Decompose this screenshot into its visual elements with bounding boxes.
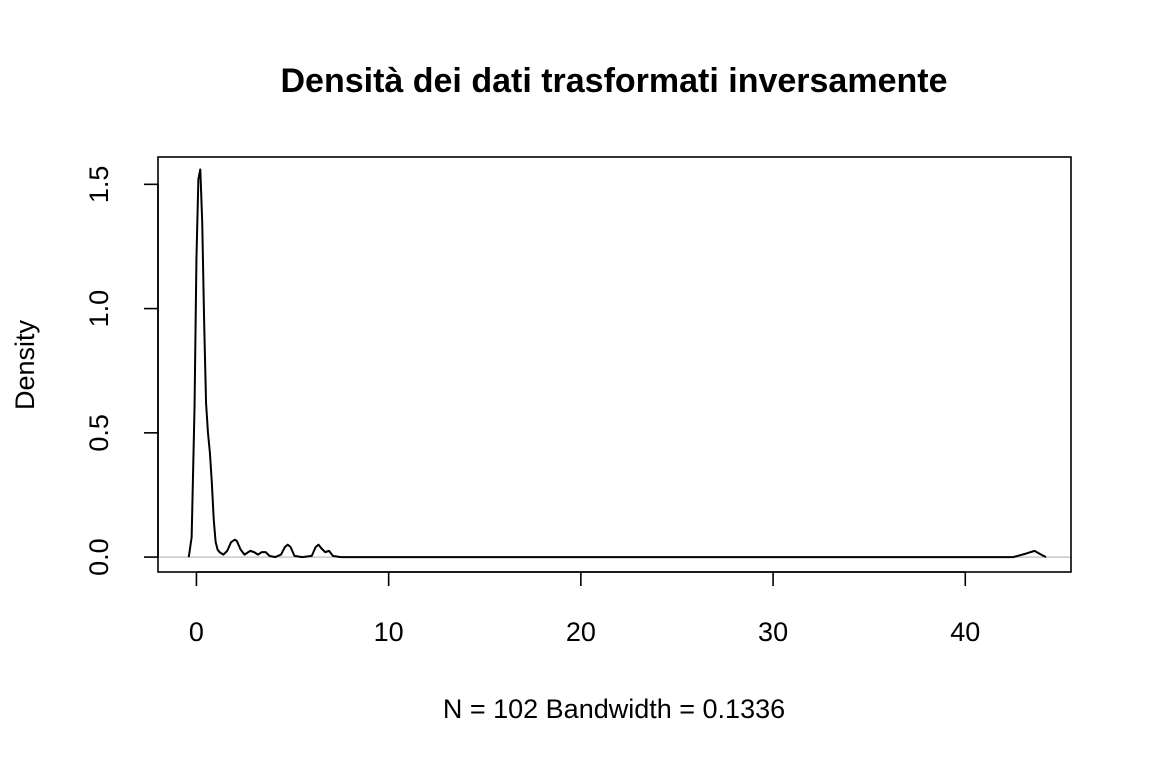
- x-tick-label: 20: [566, 617, 596, 647]
- y-tick-label: 0.5: [84, 414, 114, 452]
- x-tick-label: 30: [758, 617, 788, 647]
- density-curve: [187, 168, 1047, 559]
- y-tick-label: 0.0: [84, 538, 114, 576]
- x-axis: 0 10 20 30 40: [189, 571, 980, 647]
- x-tick-label: 0: [189, 617, 204, 647]
- y-tick-label: 1.5: [84, 166, 114, 204]
- x-axis-label: N = 102 Bandwidth = 0.1336: [443, 694, 785, 724]
- y-axis-label: Density: [10, 319, 40, 410]
- plot-frame: [157, 156, 1072, 573]
- y-tick-label: 1.0: [84, 290, 114, 328]
- y-axis: 0.0 0.5 1.0 1.5: [84, 166, 159, 576]
- x-tick-label: 40: [950, 617, 980, 647]
- chart-title: Densità dei dati trasformati inversament…: [280, 62, 947, 100]
- x-tick-label: 10: [374, 617, 404, 647]
